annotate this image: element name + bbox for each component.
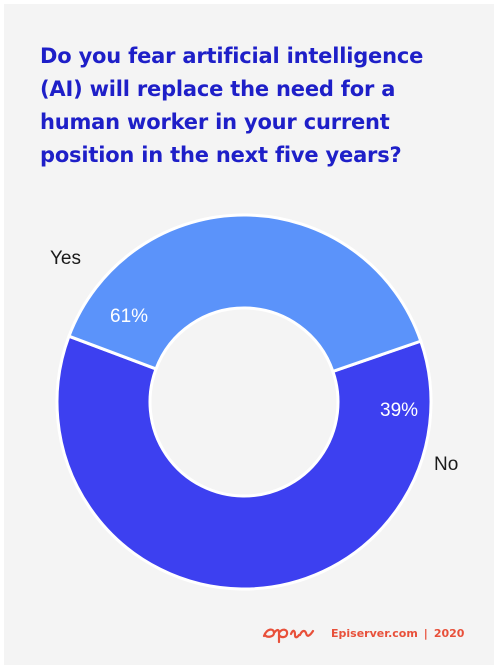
value-label-yes: 61% [110,306,148,327]
footer-site[interactable]: Episerver.com [331,626,418,640]
footer-separator: | [423,626,428,640]
footer-year: 2020 [433,626,465,640]
category-label-yes: Yes [50,248,81,269]
chart-title: Do you fear artificial intelligence (AI)… [40,44,424,167]
value-label-no: 39% [380,400,418,421]
labels-group: 61% Yes 39% No [50,248,458,475]
infographic-card: Do you fear artificial intelligence (AI)… [4,4,494,665]
slice-yes [55,334,433,591]
footer: Episerver.com | 2020 [261,621,464,645]
category-label-no: No [434,454,458,475]
slice-no [67,213,423,374]
slices-group [55,213,433,591]
donut-chart: 61% Yes 39% No [50,213,458,591]
episerver-logo-icon [262,628,315,644]
